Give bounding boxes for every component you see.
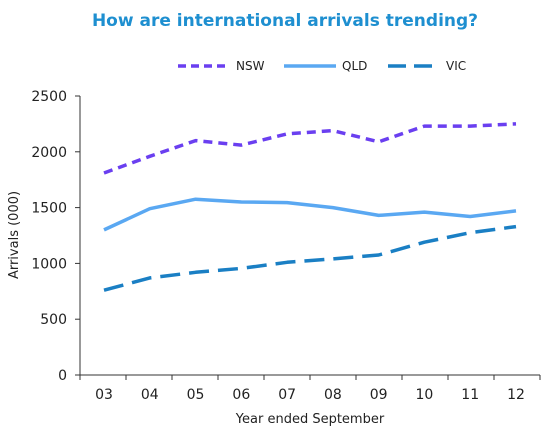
series-line-vic xyxy=(103,224,517,292)
y-tick-label: 0 xyxy=(58,368,67,384)
y-axis-label: Arrivals (000) xyxy=(7,191,22,279)
y-tick-label: 1500 xyxy=(31,201,67,217)
series-line-qld xyxy=(103,197,517,232)
legend-label-vic: VIC xyxy=(446,59,466,73)
x-tick-label: 12 xyxy=(507,387,525,403)
y-tick-label: 500 xyxy=(40,312,67,328)
x-tick-label: 08 xyxy=(324,387,342,403)
series-lines xyxy=(103,122,517,292)
x-tick-label: 11 xyxy=(461,387,479,403)
axes xyxy=(79,96,540,376)
y-tick-label: 1000 xyxy=(31,256,67,272)
y-tick-label: 2000 xyxy=(31,145,67,161)
x-tick-label: 06 xyxy=(232,387,250,403)
y-ticks: 0 500 1000 1500 2000 2500 xyxy=(31,89,80,384)
x-axis-label: Year ended September xyxy=(235,412,385,427)
x-tick-label: 05 xyxy=(187,387,205,403)
legend: NSW QLD VIC xyxy=(178,59,466,73)
x-tick-label: 03 xyxy=(95,387,113,403)
chart-title: How are international arrivals trending? xyxy=(92,11,478,31)
x-tick-label: 04 xyxy=(141,387,159,403)
x-tick-label: 10 xyxy=(416,387,434,403)
x-tick-label: 07 xyxy=(278,387,296,403)
x-tick-label: 09 xyxy=(370,387,388,403)
legend-label-qld: QLD xyxy=(342,59,367,73)
legend-label-nsw: NSW xyxy=(236,59,265,73)
series-line-nsw xyxy=(103,122,517,175)
y-tick-label: 2500 xyxy=(31,89,67,105)
x-ticks: 03 04 05 06 07 08 09 10 11 12 xyxy=(79,375,541,403)
